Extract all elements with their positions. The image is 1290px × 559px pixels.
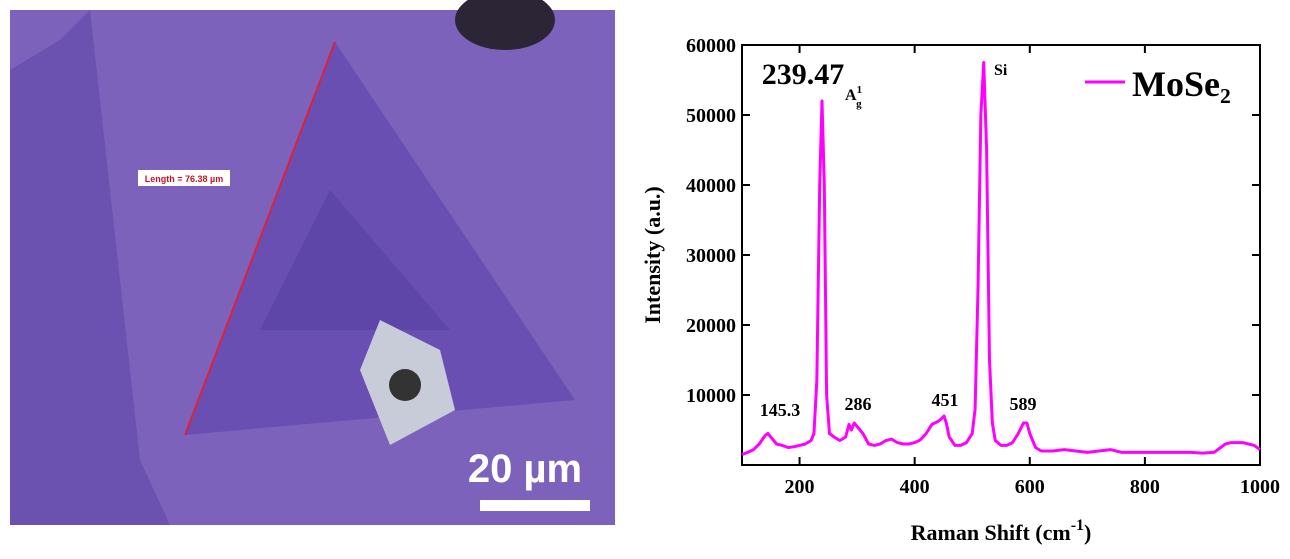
scale-label: 20 µm — [468, 447, 582, 491]
annotation: 239.47 — [762, 58, 845, 91]
measure-label: Length = 76.38 µm — [145, 174, 223, 184]
micrograph: Length = 76.38 µm 20 µm — [10, 0, 615, 525]
annotation: 451 — [932, 390, 959, 410]
measure-line — [184, 41, 336, 436]
annotation-text: 589 — [1010, 394, 1037, 414]
x-tick-label: 800 — [1130, 476, 1160, 498]
annotation: 145.3 — [760, 400, 801, 420]
x-axis-label-sup: -1 — [1071, 517, 1084, 534]
y-tick-label: 10000 — [686, 385, 736, 407]
annotation: 286 — [845, 394, 872, 414]
annotation-text: 145.3 — [760, 400, 801, 420]
annotation-sup: 1 — [857, 84, 863, 96]
inner-triangle — [260, 190, 450, 330]
y-tick-label: 40000 — [686, 175, 736, 197]
y-tick-label: 50000 — [686, 105, 736, 127]
x-axis-label: Raman Shift (cm-1) — [911, 517, 1092, 545]
x-axis-label-tail: ) — [1084, 520, 1091, 545]
x-tick-label: 200 — [785, 476, 815, 498]
chart: 200 400 600 800 1000 10000 20000 30000 40000 5000… — [640, 35, 1280, 545]
x-tick-label: 600 — [1015, 476, 1045, 498]
annotation-sub: g — [856, 98, 862, 110]
spectrum-line — [741, 61, 1261, 456]
triangle-flake — [185, 42, 575, 435]
measure-box — [138, 170, 230, 186]
debris — [455, 0, 555, 50]
x-axis-label-text: Raman Shift (cm — [911, 520, 1071, 545]
legend-label: MoSe₂ — [1132, 64, 1231, 104]
x-tick-label: 1000 — [1240, 476, 1280, 498]
y-tick-label: 60000 — [686, 35, 736, 57]
flake — [10, 10, 170, 525]
y-tick-label: 20000 — [686, 315, 736, 337]
annotation-text: A — [845, 87, 857, 104]
annotation: Si — [994, 62, 1008, 79]
annotation: 589 — [1010, 394, 1037, 414]
annotation-text: Si — [994, 62, 1008, 79]
y-tick-label: 30000 — [686, 245, 736, 267]
annotation-text: 451 — [932, 390, 959, 410]
x-tick-label: 400 — [900, 476, 930, 498]
annotation-text: 286 — [845, 394, 872, 414]
scale-bar — [480, 500, 590, 511]
annotation-text: 239.47 — [762, 58, 845, 91]
y-axis-label: Intensity (a.u.) — [640, 186, 665, 324]
annotation: A1 g — [845, 84, 862, 110]
crystal-core — [389, 369, 421, 401]
